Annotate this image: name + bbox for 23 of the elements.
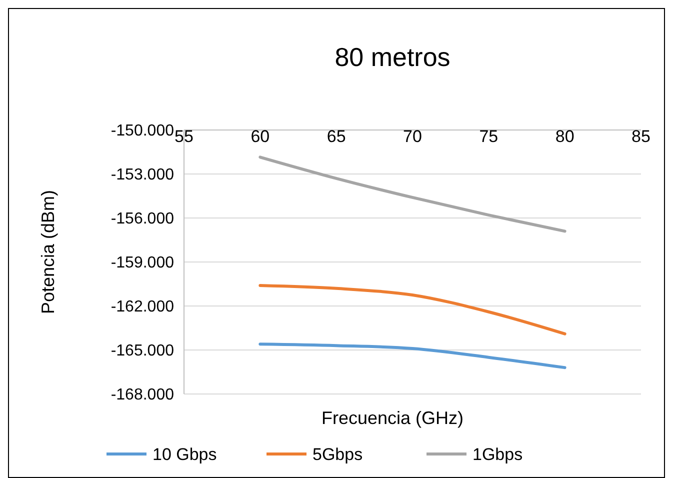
y-tick-label: -162.000	[110, 298, 174, 316]
legend-label: 10 Gbps	[152, 444, 217, 464]
x-tick-label: 55	[174, 127, 194, 146]
x-tick-label: 70	[403, 127, 422, 146]
y-axis-title: Potencia (dBm)	[38, 190, 58, 314]
legend-label: 5Gbps	[312, 444, 363, 464]
y-tick-label: -153.000	[110, 166, 174, 184]
y-tick-label: -168.000	[110, 386, 174, 404]
line-series	[258, 284, 566, 336]
chart-title: 80 metros	[334, 42, 450, 72]
x-tick-label: 65	[326, 127, 346, 146]
y-tick-label: -165.000	[110, 342, 174, 360]
line-series	[258, 156, 566, 233]
x-tick-label: 75	[479, 127, 498, 146]
x-axis-title: Frecuencia (GHz)	[321, 408, 464, 428]
legend-label: 1Gbps	[472, 444, 523, 464]
line-series	[258, 342, 566, 370]
x-tick-label: 80	[555, 127, 574, 146]
y-tick-label: -150.000	[110, 122, 174, 140]
y-tick-label: -159.000	[110, 254, 174, 272]
x-tick-label: 85	[632, 127, 650, 146]
x-tick-label: 60	[250, 127, 270, 146]
y-tick-label: -156.000	[110, 210, 174, 228]
